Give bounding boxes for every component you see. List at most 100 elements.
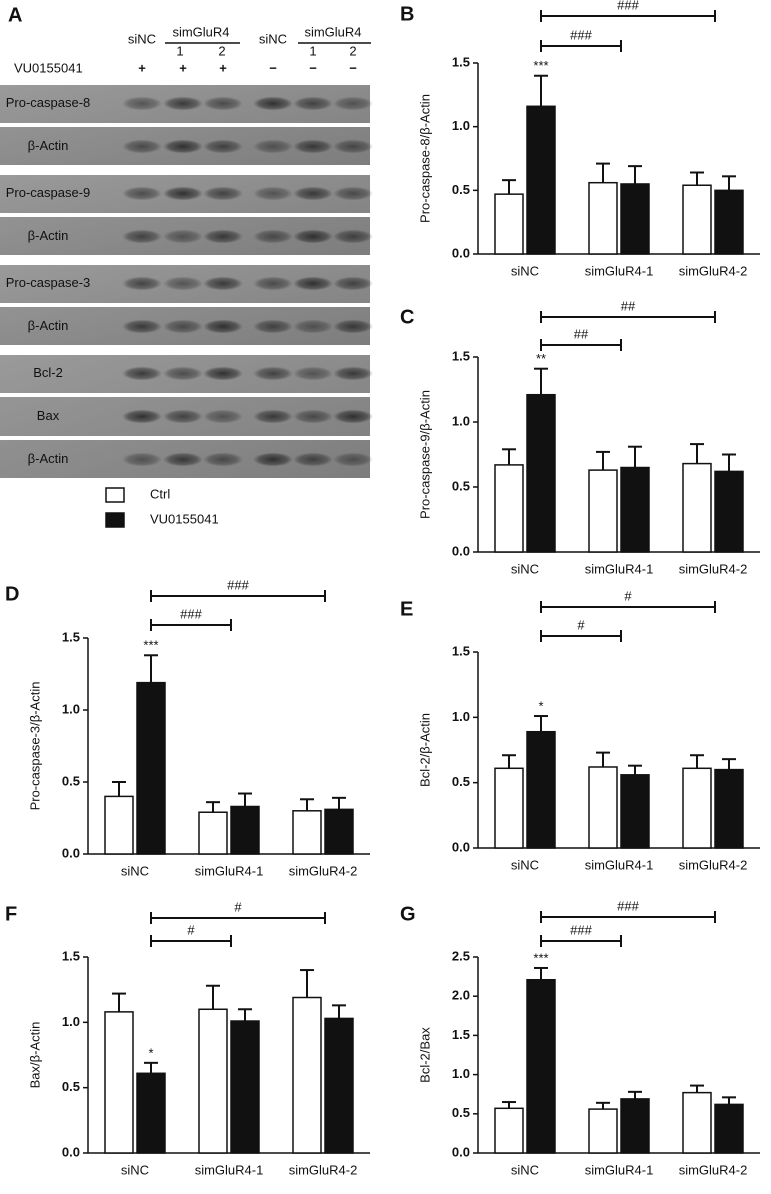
bar xyxy=(526,730,556,849)
blot-row-label: β-Actin xyxy=(28,318,69,333)
bracket-label: ### xyxy=(617,0,639,12)
x-tick-label: simGluR4-2 xyxy=(289,863,358,878)
blot-band xyxy=(333,139,373,154)
bar xyxy=(714,189,744,255)
y-tick-label: 1.0 xyxy=(62,1014,80,1029)
bracket-label: # xyxy=(187,922,195,937)
blot-band xyxy=(293,409,333,424)
x-tick-label: simGluR4-2 xyxy=(679,561,748,576)
blot-row-label: β-Actin xyxy=(28,451,69,466)
bar xyxy=(198,1008,228,1154)
blot-divider xyxy=(0,303,370,307)
y-axis-label: Pro-caspase-8/β-Actin xyxy=(417,94,432,223)
blot-band xyxy=(122,366,162,381)
bar xyxy=(682,184,712,255)
blot-band xyxy=(253,229,293,244)
treatment-sign: − xyxy=(269,60,277,75)
bar xyxy=(526,105,556,255)
y-tick-label: 0.0 xyxy=(452,1144,470,1159)
significance: * xyxy=(148,1045,153,1060)
legend-label: Ctrl xyxy=(150,486,170,501)
bar xyxy=(104,1011,134,1154)
blot-band xyxy=(253,276,293,291)
y-tick-label: 0.0 xyxy=(62,845,80,860)
blot-band xyxy=(253,366,293,381)
blot-band xyxy=(253,409,293,424)
blot-row-label: Pro-caspase-3 xyxy=(6,275,91,290)
bracket-label: ### xyxy=(570,922,592,937)
y-tick-label: 2.5 xyxy=(452,948,470,963)
blot-band xyxy=(163,452,203,467)
bar xyxy=(494,193,524,255)
x-tick-label: siNC xyxy=(511,1162,539,1177)
blot-band xyxy=(203,366,243,381)
x-tick-label: simGluR4-2 xyxy=(679,263,748,278)
blot-band xyxy=(293,366,333,381)
y-tick-label: 1.0 xyxy=(62,701,80,716)
lane-label: 2 xyxy=(218,43,225,58)
blot-band xyxy=(163,409,203,424)
y-tick-label: 0.5 xyxy=(62,773,80,788)
x-tick-label: siNC xyxy=(511,263,539,278)
blot-row-label: Pro-caspase-8 xyxy=(6,95,91,110)
bar xyxy=(104,795,134,855)
x-tick-label: simGluR4-1 xyxy=(585,857,654,872)
blot-band xyxy=(163,229,203,244)
blot-band xyxy=(203,452,243,467)
treatment-sign: − xyxy=(349,60,357,75)
y-tick-label: 1.0 xyxy=(452,1066,470,1081)
blot-band xyxy=(122,186,162,201)
legend-swatch xyxy=(105,512,125,528)
y-tick-label: 0.5 xyxy=(452,774,470,789)
blot-band xyxy=(203,186,243,201)
blot-band xyxy=(333,186,373,201)
legend-swatch xyxy=(105,487,125,503)
bracket-label: ## xyxy=(621,298,636,313)
blot-band xyxy=(333,229,373,244)
y-tick-label: 0.0 xyxy=(452,245,470,260)
treatment-sign: + xyxy=(179,60,187,75)
blot-band xyxy=(253,186,293,201)
blot-band xyxy=(293,276,333,291)
blot-band xyxy=(122,409,162,424)
y-tick-label: 1.0 xyxy=(452,118,470,133)
bar xyxy=(714,768,744,849)
blot-band xyxy=(122,319,162,334)
panel-letter: F xyxy=(5,903,17,925)
blot-band xyxy=(203,229,243,244)
significance: *** xyxy=(143,638,158,653)
bar xyxy=(292,810,322,855)
x-tick-label: siNC xyxy=(511,857,539,872)
treatment-sign: − xyxy=(309,60,317,75)
blot-band xyxy=(333,366,373,381)
blot-band xyxy=(122,139,162,154)
legend-label: VU0155041 xyxy=(150,511,219,526)
y-axis-label: Bcl-2/β-Actin xyxy=(417,713,432,787)
panel-letter: D xyxy=(5,583,19,605)
bracket-label: ### xyxy=(180,606,202,621)
bar xyxy=(714,1103,744,1154)
bar xyxy=(620,183,650,255)
y-tick-label: 1.5 xyxy=(62,629,80,644)
y-axis-label: Bcl-2/Bax xyxy=(417,1027,432,1083)
lane-label: 1 xyxy=(309,43,316,58)
blot-row-label: Bcl-2 xyxy=(33,365,63,380)
x-tick-label: simGluR4-1 xyxy=(195,863,264,878)
significance: * xyxy=(538,698,543,713)
y-axis-label: Pro-caspase-9/β-Actin xyxy=(417,390,432,519)
blot-band xyxy=(122,96,162,111)
bracket-label: # xyxy=(624,588,632,603)
x-tick-label: simGluR4-2 xyxy=(289,1162,358,1177)
bar xyxy=(136,1072,166,1154)
x-tick-label: simGluR4-1 xyxy=(585,561,654,576)
blot-band xyxy=(163,186,203,201)
bracket-label: # xyxy=(577,617,585,632)
bar xyxy=(526,978,556,1154)
y-tick-label: 0.5 xyxy=(62,1079,80,1094)
y-tick-label: 0.5 xyxy=(452,1105,470,1120)
y-tick-label: 0.0 xyxy=(452,839,470,854)
bar xyxy=(588,469,618,553)
bar xyxy=(494,767,524,849)
lane-group-label: simGluR4 xyxy=(172,24,229,39)
